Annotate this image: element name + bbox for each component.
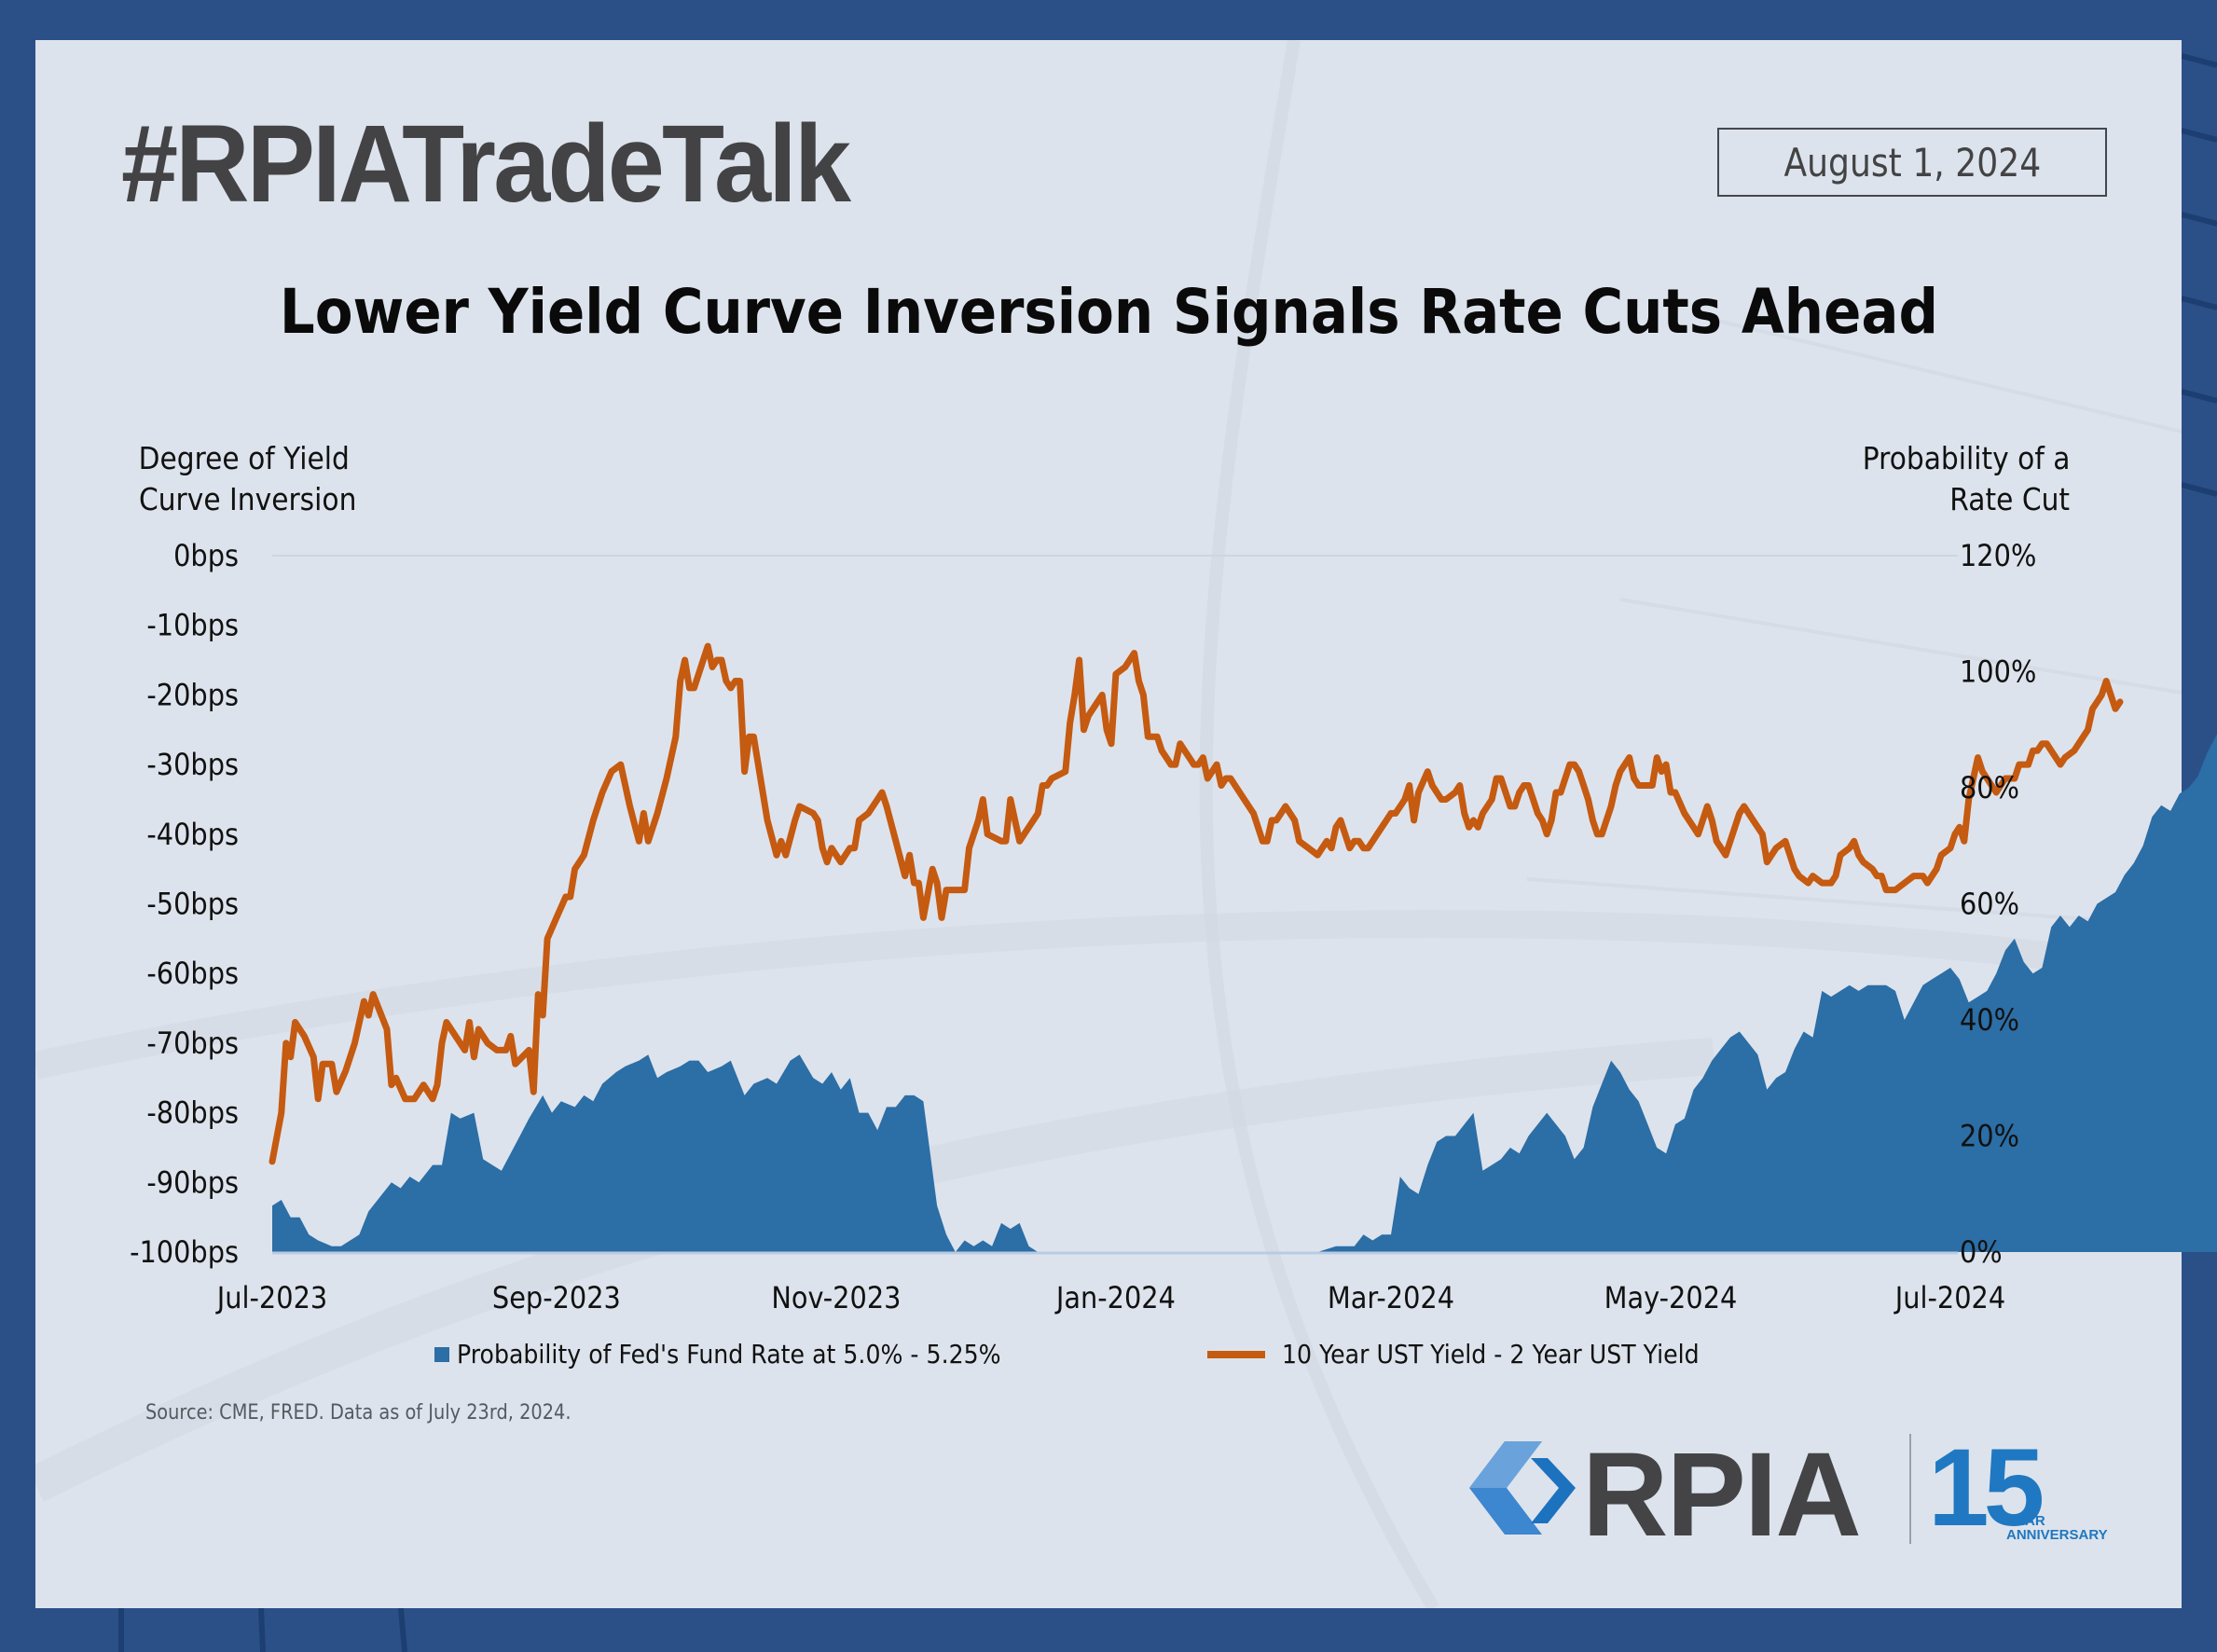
spread-line xyxy=(269,642,2124,1165)
spread-line-series xyxy=(269,642,2124,1165)
legend-swatch-area xyxy=(434,1346,449,1362)
right-axis-title-line-1: Probability of a xyxy=(1862,440,2070,476)
right-axis-tick-label: 100% xyxy=(1960,655,2036,690)
left-axis-tick-label: -80bps xyxy=(146,1096,239,1131)
probability-area-series xyxy=(272,734,2217,1252)
source-text: Source: CME, FRED. Data as of July 23rd,… xyxy=(145,1401,571,1425)
x-axis-tick-label: Jan-2024 xyxy=(1054,1282,1176,1316)
right-axis-tick-label: 20% xyxy=(1960,1120,2019,1154)
rpia-diamond-icon xyxy=(1469,1441,1576,1535)
left-axis-tick-label: -40bps xyxy=(146,818,239,852)
left-axis-tick-label: -20bps xyxy=(146,679,239,713)
x-axis-tick-label: Jul-2024 xyxy=(1893,1282,2005,1316)
logo-divider xyxy=(1909,1434,1911,1544)
left-axis-title-line-2: Curve Inversion xyxy=(138,481,357,517)
right-axis-tick-label: 60% xyxy=(1960,888,2019,922)
right-axis-tick-label: 80% xyxy=(1960,772,2019,806)
chart-title: Lower Yield Curve Inversion Signals Rate… xyxy=(0,276,2217,348)
logo-anniversary-text: YEAR ANNIVERSARY xyxy=(2006,1514,2108,1542)
probability-area xyxy=(272,734,2217,1252)
right-axis-tick-label: 120% xyxy=(1960,540,2036,574)
left-axis-title: Degree of Yield Curve Inversion xyxy=(127,438,368,520)
date-badge: August 1, 2024 xyxy=(1717,128,2107,197)
rpia-logo: RPIA 15 YEAR ANNIVERSARY xyxy=(1466,1426,2118,1562)
legend-label-spread: 10 Year UST Yield - 2 Year UST Yield xyxy=(1282,1339,1700,1370)
x-axis-tick-label: Jul-2023 xyxy=(215,1282,327,1316)
date-text: August 1, 2024 xyxy=(1783,139,2041,186)
left-axis-tick-label: -60bps xyxy=(146,957,239,992)
left-axis-tick-label: -10bps xyxy=(146,609,239,643)
x-axis-tick-label: Nov-2023 xyxy=(771,1282,901,1316)
x-axis-ticks: Jul-2023 Sep-2023 Nov-2023 Jan-2024 Mar-2024… xyxy=(215,1282,2005,1316)
logo-anniversary-number: 15 xyxy=(1928,1426,2045,1549)
right-axis-title-line-2: Rate Cut xyxy=(1949,481,2070,517)
left-axis-tick-label: -70bps xyxy=(146,1027,239,1062)
left-axis-ticks: 0bps -10bps -20bps -30bps -40bps -50bps -60bps… xyxy=(130,540,239,1271)
legend-label-probability: Probability of Fed's Fund Rate at 5.0% -… xyxy=(457,1339,1001,1370)
source-note: Source: CME, FRED. Data as of July 23rd,… xyxy=(145,1401,629,1425)
left-axis-title-line-1: Degree of Yield xyxy=(138,440,350,476)
right-axis-tick-label: 40% xyxy=(1960,1004,2019,1039)
left-axis-tick-label: -50bps xyxy=(146,888,239,922)
right-axis-title: Probability of a Rate Cut xyxy=(1839,438,2070,520)
logo-wordmark: RPIA xyxy=(1582,1428,1862,1562)
right-axis-tick-label: 0% xyxy=(1960,1236,2003,1271)
legend-item-probability: Probability of Fed's Fund Rate at 5.0% -… xyxy=(434,1339,1061,1370)
left-axis-tick-label: 0bps xyxy=(173,540,239,574)
x-axis-tick-label: May-2024 xyxy=(1604,1282,1738,1316)
left-axis-tick-label: -90bps xyxy=(146,1166,239,1201)
left-axis-tick-label: -100bps xyxy=(130,1236,239,1271)
left-axis-tick-label: -30bps xyxy=(146,749,239,783)
right-axis-ticks: 120% 100% 80% 60% 40% 20% 0% xyxy=(1960,540,2036,1271)
x-axis-tick-label: Sep-2023 xyxy=(492,1282,621,1316)
logo-year-text: YEAR xyxy=(2006,1513,2045,1529)
legend-swatch-line xyxy=(1207,1350,1265,1358)
x-axis-tick-label: Mar-2024 xyxy=(1328,1282,1454,1316)
chart-title-text: Lower Yield Curve Inversion Signals Rate… xyxy=(279,276,1938,348)
hashtag-title: #RPIATradeTalk xyxy=(121,103,851,226)
legend-item-spread: 10 Year UST Yield - 2 Year UST Yield xyxy=(1207,1339,1745,1370)
logo-anniversary-label: ANNIVERSARY xyxy=(2006,1527,2108,1543)
